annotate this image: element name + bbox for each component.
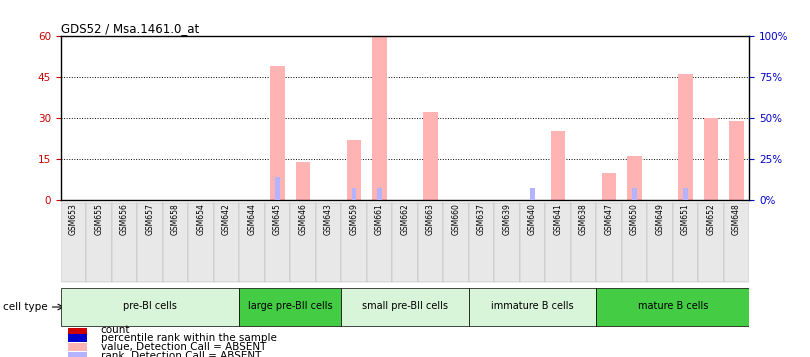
Bar <box>290 203 316 282</box>
Text: GSM646: GSM646 <box>299 203 308 235</box>
Bar <box>698 203 724 282</box>
Bar <box>341 288 469 326</box>
Text: GSM637: GSM637 <box>477 203 486 235</box>
Text: GSM642: GSM642 <box>222 203 231 235</box>
Text: small pre-BII cells: small pre-BII cells <box>362 301 448 311</box>
Text: GSM651: GSM651 <box>681 203 690 235</box>
Bar <box>571 203 596 282</box>
Bar <box>418 203 443 282</box>
Bar <box>347 140 361 200</box>
Text: GSM657: GSM657 <box>146 203 155 235</box>
Bar <box>673 203 698 282</box>
Bar <box>392 203 418 282</box>
Text: GSM648: GSM648 <box>732 203 741 235</box>
Text: count: count <box>100 325 130 335</box>
Bar <box>424 112 437 200</box>
Text: GSM663: GSM663 <box>426 203 435 235</box>
Text: GSM644: GSM644 <box>248 203 257 235</box>
Bar <box>352 188 356 200</box>
Text: GSM650: GSM650 <box>630 203 639 235</box>
Bar <box>602 172 616 200</box>
Text: GSM659: GSM659 <box>349 203 359 235</box>
Text: cell type: cell type <box>3 302 48 312</box>
Text: pre-BI cells: pre-BI cells <box>123 301 177 311</box>
Bar <box>214 203 239 282</box>
Text: percentile rank within the sample: percentile rank within the sample <box>100 333 276 343</box>
Bar <box>679 74 693 200</box>
Bar <box>443 203 469 282</box>
Text: GSM662: GSM662 <box>400 203 410 235</box>
Text: GSM653: GSM653 <box>69 203 78 235</box>
Bar <box>469 288 596 326</box>
Text: GSM649: GSM649 <box>655 203 664 235</box>
Bar <box>341 203 367 282</box>
Bar <box>68 335 87 342</box>
Bar <box>188 203 214 282</box>
Bar <box>596 203 622 282</box>
Bar <box>730 121 744 200</box>
Bar <box>724 203 749 282</box>
Text: rank, Detection Call = ABSENT: rank, Detection Call = ABSENT <box>100 351 261 357</box>
Text: GSM656: GSM656 <box>120 203 129 235</box>
Text: GDS52 / Msa.1461.0_at: GDS52 / Msa.1461.0_at <box>61 21 199 35</box>
Bar <box>239 288 341 326</box>
Bar <box>494 203 520 282</box>
Bar <box>61 288 239 326</box>
Bar <box>61 203 86 282</box>
Bar <box>520 203 545 282</box>
Bar <box>112 203 137 282</box>
Bar <box>373 36 386 200</box>
Text: GSM660: GSM660 <box>451 203 461 235</box>
Bar <box>551 131 565 200</box>
Bar <box>296 162 310 200</box>
Text: GSM643: GSM643 <box>324 203 333 235</box>
Text: GSM640: GSM640 <box>528 203 537 235</box>
Bar <box>377 188 382 200</box>
Bar <box>137 203 163 282</box>
Bar <box>628 156 642 200</box>
Bar <box>683 188 688 200</box>
Bar <box>622 203 647 282</box>
Bar <box>469 203 494 282</box>
Text: GSM654: GSM654 <box>197 203 206 235</box>
Bar <box>704 118 718 200</box>
Bar <box>367 203 392 282</box>
Bar <box>68 343 87 351</box>
Bar <box>647 203 673 282</box>
Text: GSM658: GSM658 <box>171 203 180 235</box>
Bar <box>275 177 279 200</box>
Bar <box>596 288 749 326</box>
Text: GSM652: GSM652 <box>706 203 715 235</box>
Bar <box>316 203 341 282</box>
Bar <box>86 203 112 282</box>
Bar <box>265 203 290 282</box>
Text: GSM661: GSM661 <box>375 203 384 235</box>
Bar <box>545 203 571 282</box>
Text: mature B cells: mature B cells <box>637 301 708 311</box>
Text: value, Detection Call = ABSENT: value, Detection Call = ABSENT <box>100 342 266 352</box>
Text: large pre-BII cells: large pre-BII cells <box>248 301 333 311</box>
Text: GSM647: GSM647 <box>604 203 613 235</box>
Text: immature B cells: immature B cells <box>491 301 573 311</box>
Text: GSM641: GSM641 <box>553 203 562 235</box>
Text: GSM655: GSM655 <box>95 203 104 235</box>
Bar <box>239 203 265 282</box>
Bar <box>68 352 87 357</box>
Bar <box>271 66 284 200</box>
Text: GSM645: GSM645 <box>273 203 282 235</box>
Text: GSM638: GSM638 <box>579 203 588 235</box>
Text: GSM639: GSM639 <box>502 203 511 235</box>
Bar <box>531 188 535 200</box>
Bar <box>633 188 637 200</box>
Bar <box>163 203 188 282</box>
Bar <box>68 326 87 334</box>
